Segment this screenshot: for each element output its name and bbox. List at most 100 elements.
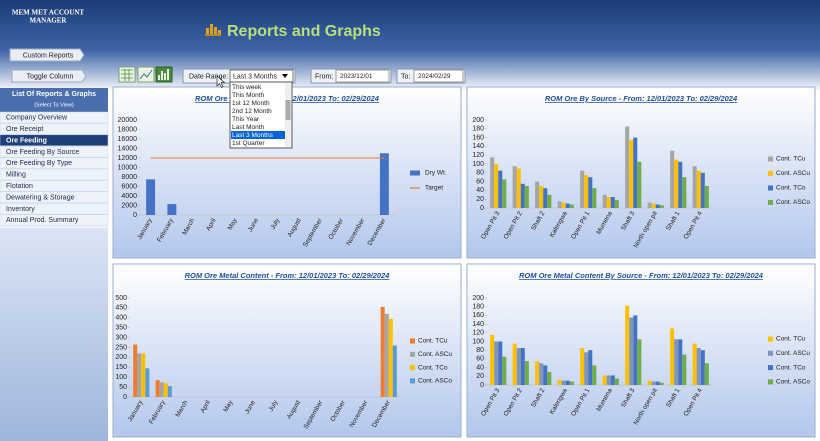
bar — [633, 315, 638, 385]
y-tick-label: 60 — [476, 178, 484, 185]
bar — [516, 168, 521, 208]
legend-label: Cont. ASCu — [418, 351, 452, 358]
bar — [692, 343, 697, 385]
bar — [520, 183, 525, 208]
sidebar-item-bg[interactable] — [0, 111, 109, 124]
bar — [670, 150, 675, 208]
bar — [561, 202, 566, 208]
sidebar-item-bg[interactable] — [0, 123, 109, 135]
sidebar-item[interactable]: Dewatering & Storage — [6, 194, 75, 201]
bar — [659, 205, 664, 208]
bar — [692, 166, 697, 208]
legend-label: Cont. ASCo — [418, 378, 452, 385]
sidebar-item[interactable]: Ore Feeding By Source — [6, 149, 79, 156]
bar — [588, 177, 593, 208]
legend-swatch — [768, 336, 773, 342]
legend-label: Cont. TCo — [776, 364, 806, 371]
bar — [502, 179, 507, 208]
date-range-label: Date Range: — [189, 73, 228, 80]
legend-swatch — [410, 351, 415, 357]
sidebar-item[interactable]: Annual Prod. Summary — [6, 217, 79, 224]
bar — [494, 341, 499, 385]
chart-title: ROM Ore Metal Content By Source - From: … — [519, 271, 764, 280]
dropdown-option[interactable]: This week — [232, 84, 262, 91]
from-box[interactable]: From: 2023/12/01 — [310, 68, 392, 84]
bar — [651, 381, 656, 385]
bar — [502, 356, 507, 385]
sidebar-item-bg[interactable] — [0, 145, 109, 158]
bar — [167, 204, 177, 215]
bar — [670, 328, 675, 385]
from-date: 2023/12/01 — [340, 73, 373, 80]
button-label: Custom Reports — [23, 52, 74, 59]
bar — [588, 350, 593, 385]
bar — [637, 339, 642, 385]
legend-label: Cont. ASCu — [776, 350, 810, 357]
custom-reports-button[interactable]: Custom Reports — [9, 48, 85, 62]
y-tick-label: 20000 — [118, 117, 138, 124]
bar — [625, 126, 630, 208]
sidebar-item-bg[interactable] — [0, 157, 109, 169]
y-tick-label: 200 — [115, 354, 127, 361]
bar — [682, 177, 687, 208]
legend-label: Cont. TCo — [776, 185, 806, 192]
sidebar-item-bg[interactable] — [0, 202, 109, 215]
to-box[interactable]: To: 2024/02/29 — [396, 68, 466, 84]
y-tick-label: 250 — [115, 344, 127, 351]
dropdown-option[interactable]: Last 3 Months — [232, 132, 274, 139]
sidebar-item[interactable]: Inventory — [6, 206, 35, 213]
bar — [704, 363, 709, 385]
dropdown-option[interactable]: This Month — [232, 92, 265, 99]
dropdown-option[interactable]: This Year — [232, 116, 260, 123]
bar — [490, 157, 495, 208]
y-tick-label: 60 — [476, 356, 484, 363]
dropdown-option[interactable]: 2nd 12 Month — [232, 108, 272, 115]
y-tick-label: 150 — [115, 364, 127, 371]
bar — [137, 353, 142, 397]
sidebar-item-bg[interactable] — [0, 180, 109, 192]
sidebar-item-bg[interactable] — [0, 214, 109, 226]
view-icons[interactable] — [118, 66, 173, 83]
bar — [674, 339, 679, 385]
legend-swatch — [768, 350, 773, 356]
bar — [678, 339, 683, 385]
y-tick-label: 80 — [476, 170, 484, 177]
sidebar-bg — [0, 228, 108, 441]
sidebar-item-bg[interactable] — [0, 191, 109, 204]
sidebar-item[interactable]: Ore Feeding — [6, 137, 47, 144]
bar — [651, 203, 656, 208]
y-tick-label: 0 — [133, 212, 137, 219]
bar — [625, 305, 630, 385]
bar — [629, 139, 634, 208]
sidebar-item[interactable]: Ore Feeding By Type — [6, 160, 72, 167]
sidebar-item[interactable]: Milling — [6, 172, 26, 179]
bar — [659, 382, 664, 385]
y-tick-label: 300 — [115, 334, 127, 341]
bar — [557, 201, 562, 208]
bar — [655, 204, 660, 208]
bar — [520, 348, 525, 385]
y-tick-label: 180 — [472, 126, 484, 133]
y-tick-label: 8000 — [121, 174, 137, 181]
sidebar-item[interactable]: Company Overview — [6, 115, 68, 122]
y-tick-label: 20 — [476, 196, 484, 203]
legend-swatch — [768, 171, 773, 176]
dropdown-option[interactable]: 1st Quarter — [232, 140, 265, 147]
y-tick-label: 350 — [115, 325, 127, 332]
y-tick-label: 120 — [472, 152, 484, 159]
bar — [569, 204, 574, 208]
sidebar-item[interactable]: Flotation — [6, 183, 33, 190]
bar — [678, 161, 683, 208]
sidebar-item-bg[interactable] — [0, 168, 109, 181]
dropdown-scroll-thumb[interactable] — [285, 100, 291, 120]
toggle-column-button[interactable]: Toggle Column — [11, 69, 87, 83]
sidebar-item-bg[interactable] — [0, 134, 109, 147]
date-range-box[interactable]: Date Range: Last 3 Months — [182, 68, 296, 84]
legend-swatch — [410, 378, 415, 384]
bar — [512, 166, 517, 208]
dropdown-option[interactable]: Last Month — [232, 124, 265, 131]
sidebar-item[interactable]: Ore Receipt — [6, 126, 43, 133]
dropdown-option[interactable]: 1st 12 Month — [232, 100, 270, 107]
bar — [524, 361, 529, 385]
bar — [696, 348, 701, 385]
